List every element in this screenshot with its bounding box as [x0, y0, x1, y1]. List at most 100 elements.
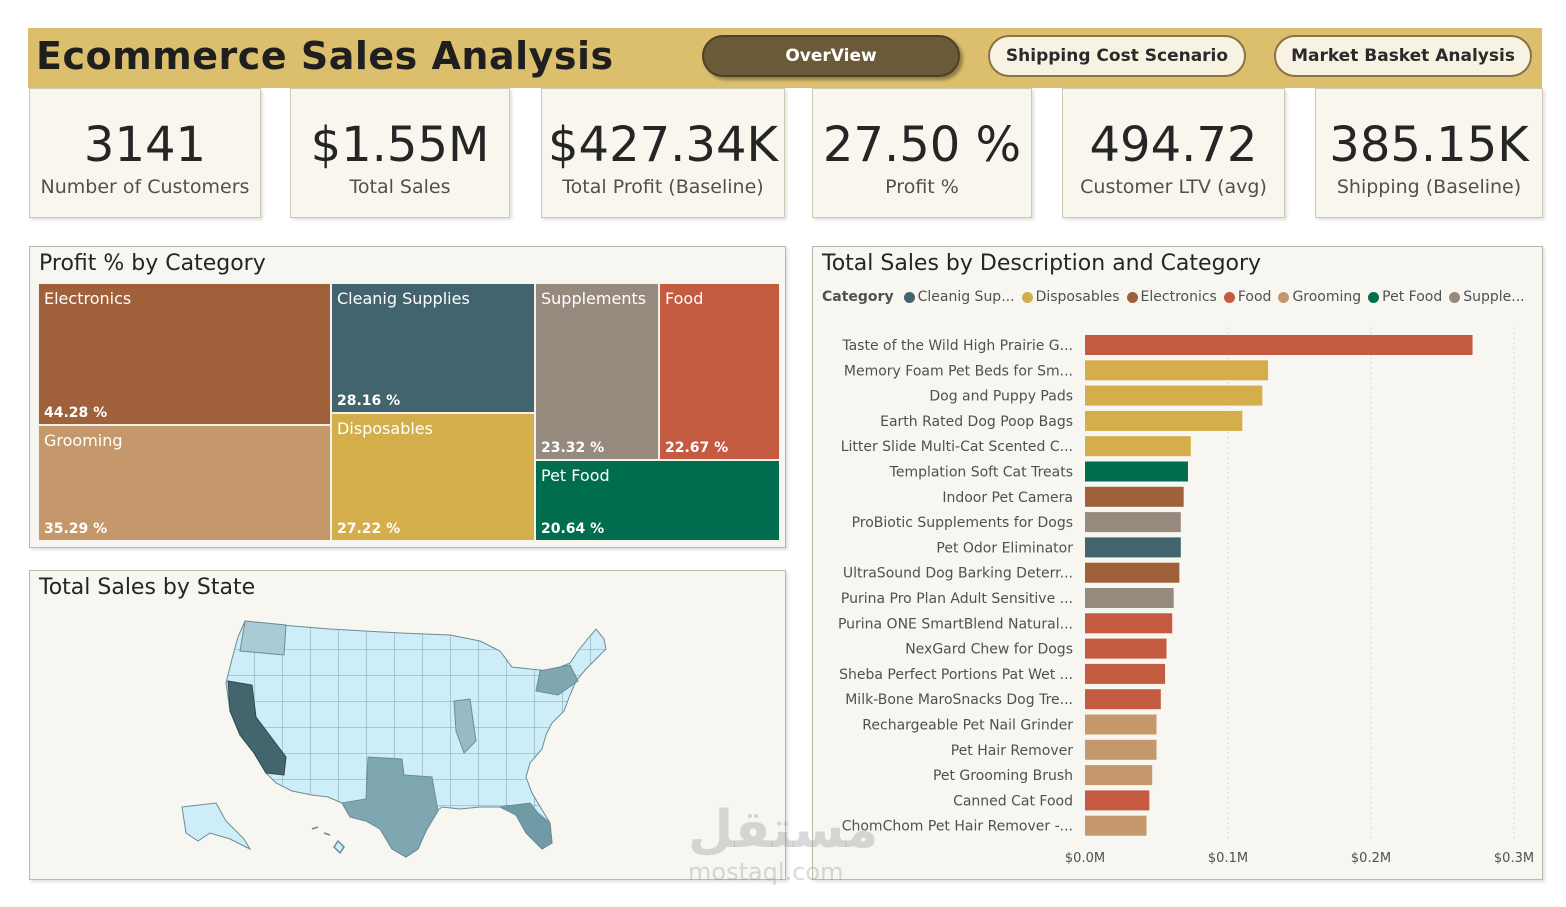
panel-title: Total Sales by State: [39, 575, 256, 600]
kpi-label: Shipping (Baseline): [1336, 176, 1522, 198]
treemap-cell-name: Disposables: [337, 419, 433, 438]
bar-category-label: Rechargeable Pet Nail Grinder: [862, 718, 1073, 734]
bar[interactable]: [1085, 335, 1473, 355]
bar-category-label: Memory Foam Pet Beds for Sm...: [844, 363, 1073, 379]
x-tick-label: $0.0M: [1065, 851, 1105, 866]
legend-label: Food: [1237, 289, 1272, 305]
bar-category-label: Taste of the Wild High Prairie G...: [841, 338, 1073, 354]
bar[interactable]: [1085, 410, 1243, 431]
bar-category-label: Indoor Pet Camera: [942, 490, 1073, 506]
legend-label: Cleanig Sup...: [917, 289, 1015, 305]
legend-item[interactable]: Supple...: [1449, 289, 1525, 305]
bar[interactable]: [1085, 638, 1167, 659]
treemap-cell-value: 23.32 %: [541, 440, 605, 456]
bar[interactable]: [1085, 486, 1184, 507]
kpi-card-customer-ltv: 494.72 Customer LTV (avg): [1062, 88, 1285, 218]
kpi-value: 27.50 %: [822, 117, 1022, 173]
legend-dot-icon: [1278, 291, 1290, 303]
bar[interactable]: [1085, 512, 1181, 533]
treemap-cell-value: 35.29 %: [44, 521, 108, 537]
nav-overview-button[interactable]: OverView: [702, 35, 960, 77]
bar[interactable]: [1085, 790, 1150, 811]
bar-category-label: Canned Cat Food: [953, 793, 1073, 809]
kpi-card-profit-percent: 27.50 % Profit %: [812, 88, 1032, 218]
legend-item[interactable]: Electronics: [1126, 289, 1217, 305]
kpi-card-customers: 3141 Number of Customers: [29, 88, 261, 218]
bar-category-label: ChomChom Pet Hair Remover -...: [842, 819, 1073, 835]
kpi-label: Total Sales: [349, 176, 451, 198]
bar[interactable]: [1085, 689, 1161, 710]
legend-label: Pet Food: [1382, 289, 1443, 305]
treemap-cell-value: 20.64 %: [541, 521, 605, 537]
kpi-label: Profit %: [885, 176, 959, 198]
treemap-cell-value: 44.28 %: [44, 405, 108, 421]
treemap-cell-grooming[interactable]: Grooming 35.29 %: [38, 425, 331, 541]
bar[interactable]: [1085, 613, 1173, 634]
bar[interactable]: [1085, 537, 1181, 558]
bar-category-label: Pet Hair Remover: [951, 743, 1074, 759]
bar[interactable]: [1085, 815, 1147, 836]
treemap-cell-disposables[interactable]: Disposables 27.22 %: [331, 413, 535, 541]
legend-label: Disposables: [1035, 289, 1120, 305]
legend-dot-icon: [1223, 291, 1235, 303]
treemap-cell-pet-food[interactable]: Pet Food 20.64 %: [535, 460, 780, 541]
panel-title: Profit % by Category: [39, 251, 266, 276]
bar[interactable]: [1085, 663, 1166, 684]
watermark-latin: mostaql.com: [688, 858, 844, 886]
legend-dot-icon: [1449, 291, 1461, 303]
panel-title: Total Sales by Description and Category: [822, 251, 1262, 276]
bar-category-label: Earth Rated Dog Poop Bags: [880, 414, 1073, 430]
kpi-card-total-profit: $427.34K Total Profit (Baseline): [541, 88, 785, 218]
treemap-cell-cleaning-supplies[interactable]: Cleanig Supplies 28.16 %: [331, 283, 535, 413]
sales-by-state-panel: Total Sales by State: [29, 570, 786, 880]
us-states-shape: [181, 620, 607, 858]
legend-item[interactable]: Disposables: [1021, 289, 1120, 305]
treemap-cell-supplements[interactable]: Supplements 23.32 %: [535, 283, 659, 460]
legend-item[interactable]: Grooming: [1278, 289, 1361, 305]
bar[interactable]: [1085, 436, 1191, 457]
treemap-cell-name: Grooming: [44, 431, 123, 450]
bar-category-label: Pet Grooming Brush: [933, 768, 1073, 784]
legend-dot-icon: [1021, 291, 1033, 303]
x-tick-label: $0.3M: [1494, 851, 1534, 866]
legend-item[interactable]: Pet Food: [1368, 289, 1442, 305]
legend-dot-icon: [1126, 291, 1138, 303]
bar[interactable]: [1085, 562, 1180, 583]
legend-label: Electronics: [1140, 289, 1217, 305]
category-legend: Category Cleanig Sup... Disposables Electr…: [822, 289, 1532, 305]
legend-item[interactable]: Cleanig Sup...: [903, 289, 1015, 305]
bar[interactable]: [1085, 588, 1174, 608]
bar-chart: $0.0M $0.1M $0.2M $0.3M Taste of the Wild Hi…: [838, 327, 1534, 866]
bar[interactable]: [1085, 461, 1188, 482]
bar-category-label: Litter Slide Multi-Cat Scented C...: [841, 439, 1073, 455]
page-title: Ecommerce Sales Analysis: [36, 34, 614, 78]
bar-category-label: Milk-Bone MaroSnacks Dog Tre...: [845, 692, 1073, 708]
bar[interactable]: [1085, 385, 1263, 406]
kpi-value: 494.72: [1089, 117, 1258, 173]
bar-category-label: NexGard Chew for Dogs: [905, 642, 1073, 658]
treemap-cell-value: 22.67 %: [665, 440, 729, 456]
treemap-cell-food[interactable]: Food 22.67 %: [659, 283, 780, 460]
bar[interactable]: [1085, 714, 1157, 735]
bar-category-label: ProBiotic Supplements for Dogs: [852, 515, 1073, 531]
bar[interactable]: [1085, 739, 1157, 760]
nav-market-basket-button[interactable]: Market Basket Analysis: [1274, 35, 1532, 77]
treemap-cell-name: Electronics: [44, 289, 132, 308]
x-tick-label: $0.2M: [1351, 851, 1391, 866]
nav-shipping-cost-button[interactable]: Shipping Cost Scenario: [988, 35, 1246, 77]
bar-category-label: Pet Odor Eliminator: [936, 540, 1073, 556]
kpi-card-shipping: 385.15K Shipping (Baseline): [1315, 88, 1543, 218]
treemap-cell-name: Food: [665, 289, 704, 308]
header-bar: Ecommerce Sales Analysis OverView Shippi…: [28, 28, 1542, 88]
kpi-card-total-sales: $1.55M Total Sales: [290, 88, 510, 218]
legend-item[interactable]: Food: [1223, 289, 1272, 305]
kpi-label: Number of Customers: [40, 176, 250, 198]
us-map[interactable]: [30, 571, 787, 881]
legend-label: Grooming: [1292, 289, 1362, 305]
bar[interactable]: [1085, 360, 1269, 381]
kpi-label: Customer LTV (avg): [1080, 176, 1267, 198]
kpi-value: $427.34K: [548, 117, 778, 173]
legend-title: Category: [822, 289, 894, 305]
bar[interactable]: [1085, 765, 1153, 786]
treemap-cell-electronics[interactable]: Electronics 44.28 %: [38, 283, 331, 425]
